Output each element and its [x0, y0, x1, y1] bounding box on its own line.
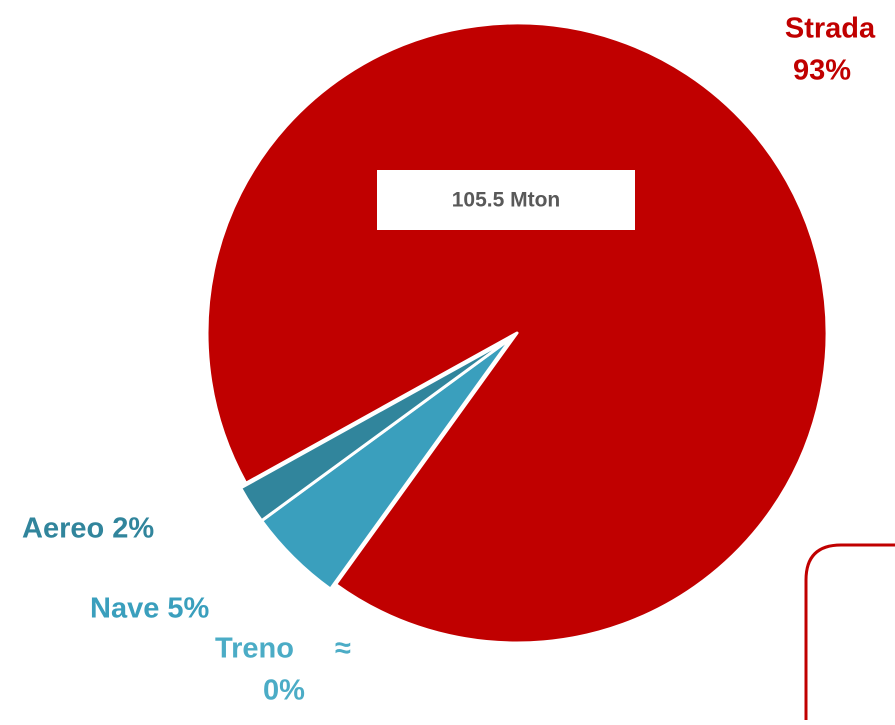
- slice-label-name: Treno: [215, 633, 294, 665]
- slice-label-name: Aereo: [22, 513, 104, 545]
- pie: [205, 21, 829, 645]
- slice-label-name: Nave: [90, 593, 159, 625]
- slice-label-name: Strada: [785, 13, 876, 45]
- pie-slice: [205, 21, 829, 645]
- slice-label-value: ≈: [335, 633, 351, 665]
- slice-label-value: 5%: [167, 593, 209, 625]
- frame-decoration: [804, 543, 895, 720]
- slice-label-value: 2%: [112, 513, 154, 545]
- pie-slice: [239, 336, 514, 523]
- slice-label-value: 93%: [793, 55, 851, 87]
- slice-label-value: 0%: [263, 675, 305, 707]
- annotation: 105.5 Mton: [452, 189, 561, 212]
- annotation-box: [377, 170, 635, 230]
